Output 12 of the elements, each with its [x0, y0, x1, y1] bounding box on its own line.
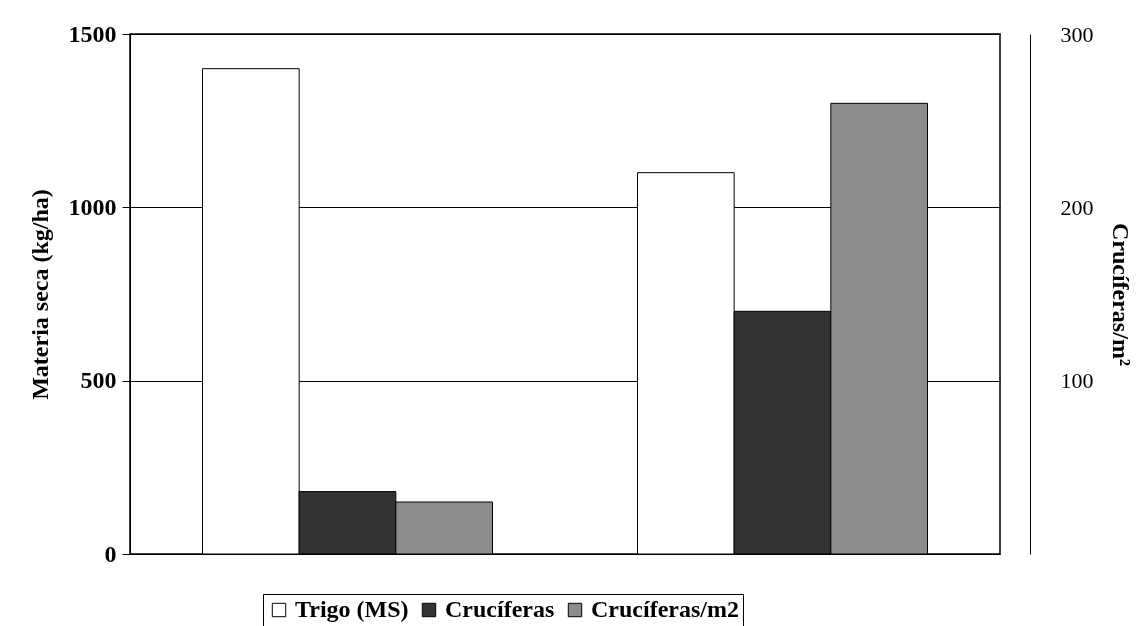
y-axis-title: Materia seca (kg/ha) — [26, 189, 53, 400]
y-tick-label: 1500 — [68, 20, 117, 47]
y2-tick-label: 200 — [1060, 194, 1094, 220]
legend-label: Trigo (MS) — [295, 596, 409, 622]
y-tick-label: 0 — [104, 540, 117, 567]
y2-tick-label: 100 — [1060, 368, 1094, 394]
legend-label: Crucíferas — [445, 596, 555, 622]
legend-label: Crucíferas/m2 — [591, 596, 739, 622]
y-tick-label: 1000 — [68, 193, 117, 220]
y2-tick-label: 300 — [1060, 21, 1094, 47]
y-tick-label: 500 — [80, 367, 117, 394]
y2-axis-title: Crucíferas/m² — [1107, 222, 1134, 367]
